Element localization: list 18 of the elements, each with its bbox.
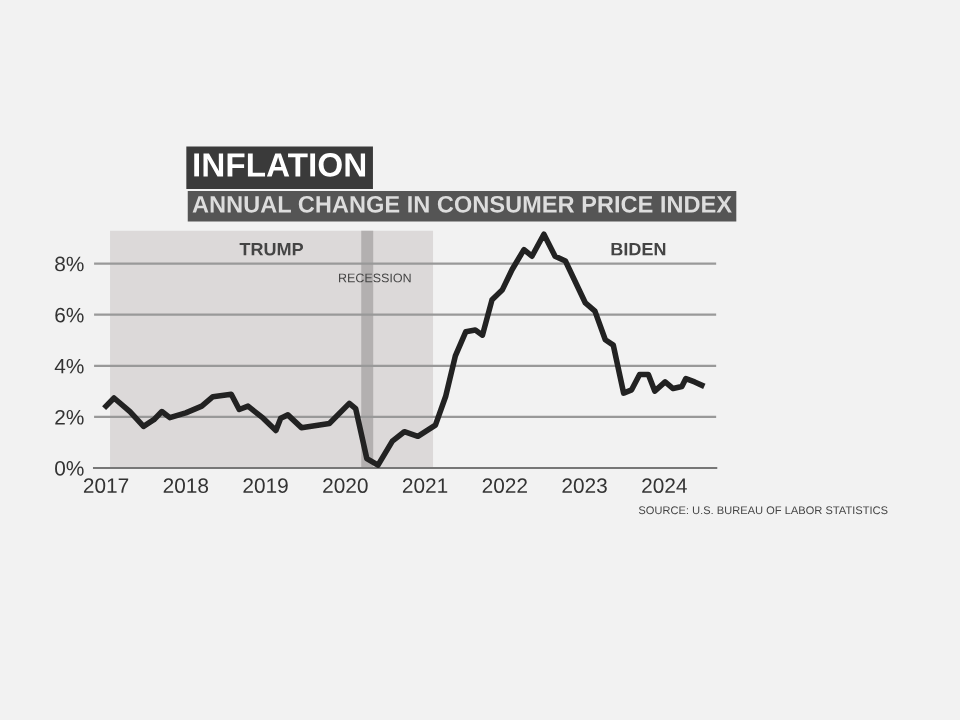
line-series [103,231,705,468]
y-tick-label: 2% [55,409,84,425]
x-tick-label: 2024 [642,478,687,494]
y-tick-label: 4% [54,358,84,374]
x-tick-label: 2019 [243,478,288,494]
x-tick-label: 2022 [482,478,527,494]
y-tick-label: 8% [55,256,84,272]
y-tick-label: 0% [55,461,84,476]
y-tick-label: 6% [55,307,84,323]
x-tick-label: 2020 [323,478,368,494]
x-tick-label: 2018 [163,478,209,494]
x-tick-label: 2017 [83,478,129,494]
band-label: TRUMP [239,242,304,256]
x-tick-label: 2023 [562,478,607,494]
chart-subtitle: ANNUAL CHANGE IN CONSUMER PRICE INDEX [192,195,732,213]
chart-title: INFLATION [194,153,366,177]
x-tick-label: 2021 [402,478,448,494]
annotation: BIDEN [611,242,666,256]
